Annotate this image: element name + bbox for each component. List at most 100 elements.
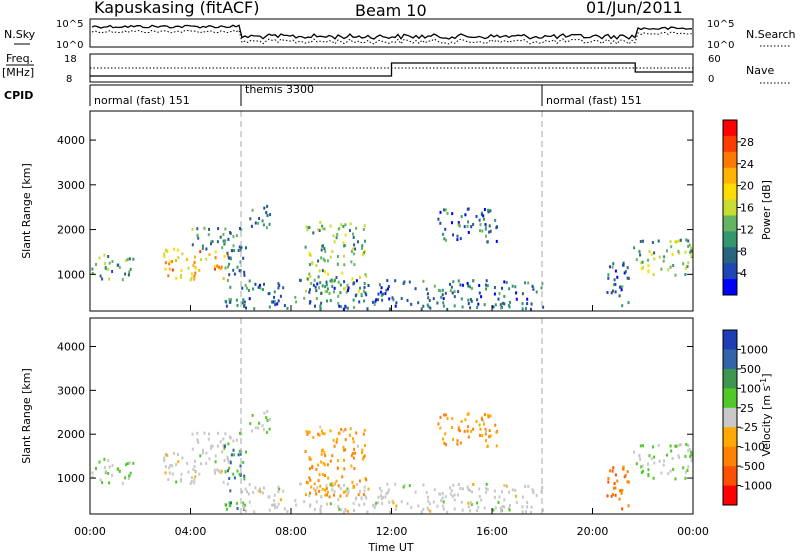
power-cell [535,290,538,294]
velocity-cell [305,493,307,497]
colorbar-tick-label: 1000 [740,343,768,356]
velocity-cell [315,492,318,496]
velocity-cell [189,482,192,485]
velocity-cell [273,493,276,497]
power-cell [233,249,236,253]
velocity-cell [350,464,353,468]
velocity-cell [463,429,466,433]
power-cell [417,301,420,305]
velocity-cell [241,504,244,508]
velocity-cell [381,501,384,505]
power-cell [501,286,503,290]
power-cell [678,239,681,243]
power-cell [232,234,235,238]
power-cell [363,285,366,289]
velocity-cell [278,487,281,491]
velocity-cell [469,501,472,505]
velocity-cell [249,422,252,426]
velocity-cell [186,461,189,465]
power-cell [622,263,624,267]
velocity-cell [353,447,356,451]
velocity-cell [192,467,195,471]
velocity-cell [108,481,111,485]
power-cell [101,277,104,281]
power-cell [319,304,322,308]
velocity-cell [353,509,355,512]
cpid-panel: CPID normal (fast) 151 themis 3300 norma… [4,83,693,107]
power-cell [387,287,389,291]
power-cell [331,284,334,288]
power-cell [304,245,307,249]
power-cell [254,282,257,286]
velocity-cell [343,467,346,471]
power-cell [187,266,190,270]
velocity-cell [660,471,663,475]
velocity-cell [483,422,485,426]
velocity-cell [342,490,345,494]
power-cell [193,277,196,281]
velocity-cell [441,496,444,500]
velocity-cell [279,498,282,502]
power-cell [361,244,364,248]
freq-unit-label: [MHz] [2,66,34,79]
power-cell [613,278,616,282]
power-cell [526,297,529,301]
velocity-cell [620,489,623,492]
power-cell [315,264,318,267]
velocity-cell [99,478,102,482]
power-cell [237,249,240,252]
velocity-cell [169,464,172,467]
power-cell [351,277,354,281]
power-cell [503,294,506,298]
power-cell [321,227,324,231]
velocity-cell [392,501,395,505]
power-cell [257,221,260,225]
power-cell [342,287,345,291]
power-cell [360,292,363,296]
velocity-cell [258,421,261,425]
velocity-cell [277,485,280,489]
velocity-cell [220,469,223,473]
velocity-cell [299,482,302,486]
velocity-cell [451,494,454,498]
velocity-cell [235,501,238,505]
power-cell [499,303,502,307]
power-cell [235,234,238,238]
power-cell [199,250,202,254]
power-cell [189,278,192,282]
power-cell [357,289,360,293]
velocity-cell [217,431,220,435]
power-cell [226,265,229,269]
velocity-cell [467,505,470,509]
power-cell [306,277,309,281]
power-cell [400,297,403,300]
velocity-cell [250,429,253,433]
ytick-label: 3000 [57,384,85,397]
power-cell [350,260,353,264]
velocity-cell [478,494,481,498]
power-cell [609,265,611,269]
velocity-cell [389,510,392,514]
velocity-cell [257,426,260,430]
velocity-cell [164,471,167,475]
power-cell [261,288,264,291]
velocity-cell [227,458,229,462]
power-cell [410,302,413,306]
power-cell [640,261,643,265]
power-cell [406,298,409,302]
power-cell [263,282,265,286]
power-cell [459,237,462,241]
power-cell [456,238,459,242]
power-cell [330,278,333,282]
velocity-cell [243,503,246,507]
power-cell [485,225,487,229]
power-cell [439,221,442,225]
velocity-cell [687,444,690,447]
power-cell [352,298,355,302]
velocity-cell [344,428,347,432]
freq-label: Freq. [6,52,33,65]
power-cell [299,278,302,282]
power-cell [236,303,239,307]
power-cell [273,295,275,299]
